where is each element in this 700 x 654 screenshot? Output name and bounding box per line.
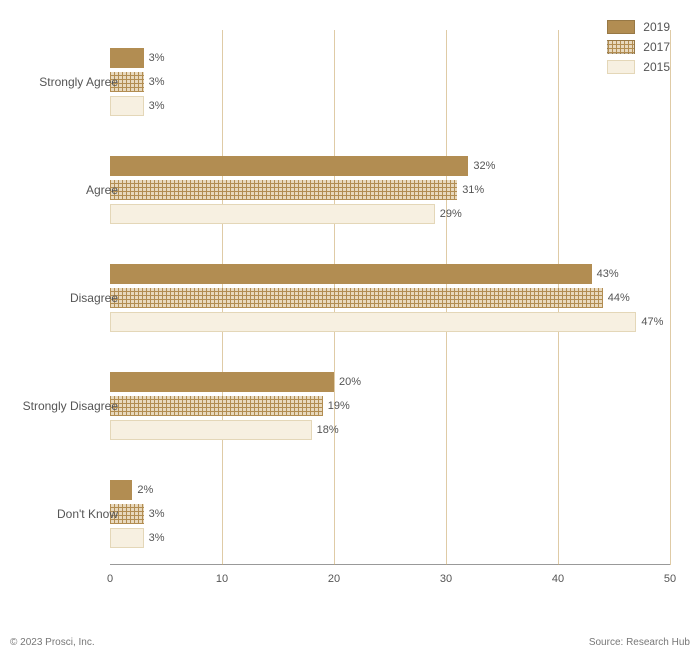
x-tick-label: 20 xyxy=(328,573,340,585)
bar xyxy=(110,420,312,440)
bar-value-label: 2% xyxy=(137,484,153,496)
bar xyxy=(110,96,144,116)
bar xyxy=(110,204,435,224)
bar-value-label: 44% xyxy=(608,292,630,304)
bar-value-label: 19% xyxy=(328,400,350,412)
copyright-text: © 2023 Prosci, Inc. xyxy=(10,637,95,648)
chart-footer: © 2023 Prosci, Inc. Source: Research Hub xyxy=(10,637,690,648)
category-label: Disagree xyxy=(8,291,118,305)
bar xyxy=(110,180,457,200)
bar xyxy=(110,372,334,392)
x-tick-label: 30 xyxy=(440,573,452,585)
bar xyxy=(110,480,132,500)
bar-value-label: 3% xyxy=(149,100,165,112)
bar-value-label: 18% xyxy=(317,424,339,436)
x-axis-baseline xyxy=(110,564,670,565)
grouped-bar-chart: 201920172015 010203040503%3%3%32%31%29%4… xyxy=(10,20,690,610)
bar xyxy=(110,312,636,332)
bar-value-label: 47% xyxy=(641,316,663,328)
bar-value-label: 3% xyxy=(149,76,165,88)
bar xyxy=(110,396,323,416)
bar xyxy=(110,528,144,548)
plot-area: 010203040503%3%3%32%31%29%43%44%47%20%19… xyxy=(110,30,670,585)
bar-value-label: 31% xyxy=(462,184,484,196)
x-tick-label: 40 xyxy=(552,573,564,585)
x-tick-label: 10 xyxy=(216,573,228,585)
source-text: Source: Research Hub xyxy=(589,637,690,648)
bar xyxy=(110,288,603,308)
category-label: Strongly Disagree xyxy=(8,399,118,413)
bar-value-label: 32% xyxy=(473,160,495,172)
category-label: Don't Know xyxy=(8,507,118,521)
bar xyxy=(110,156,468,176)
bar-value-label: 43% xyxy=(597,268,619,280)
bar-value-label: 29% xyxy=(440,208,462,220)
category-label: Agree xyxy=(8,183,118,197)
x-tick-label: 50 xyxy=(664,573,676,585)
bar-value-label: 3% xyxy=(149,532,165,544)
bar-value-label: 3% xyxy=(149,52,165,64)
bar-value-label: 20% xyxy=(339,376,361,388)
bar xyxy=(110,264,592,284)
x-tick-label: 0 xyxy=(107,573,113,585)
category-label: Strongly Agree xyxy=(8,75,118,89)
gridline xyxy=(670,30,671,565)
bar xyxy=(110,48,144,68)
bar-value-label: 3% xyxy=(149,508,165,520)
